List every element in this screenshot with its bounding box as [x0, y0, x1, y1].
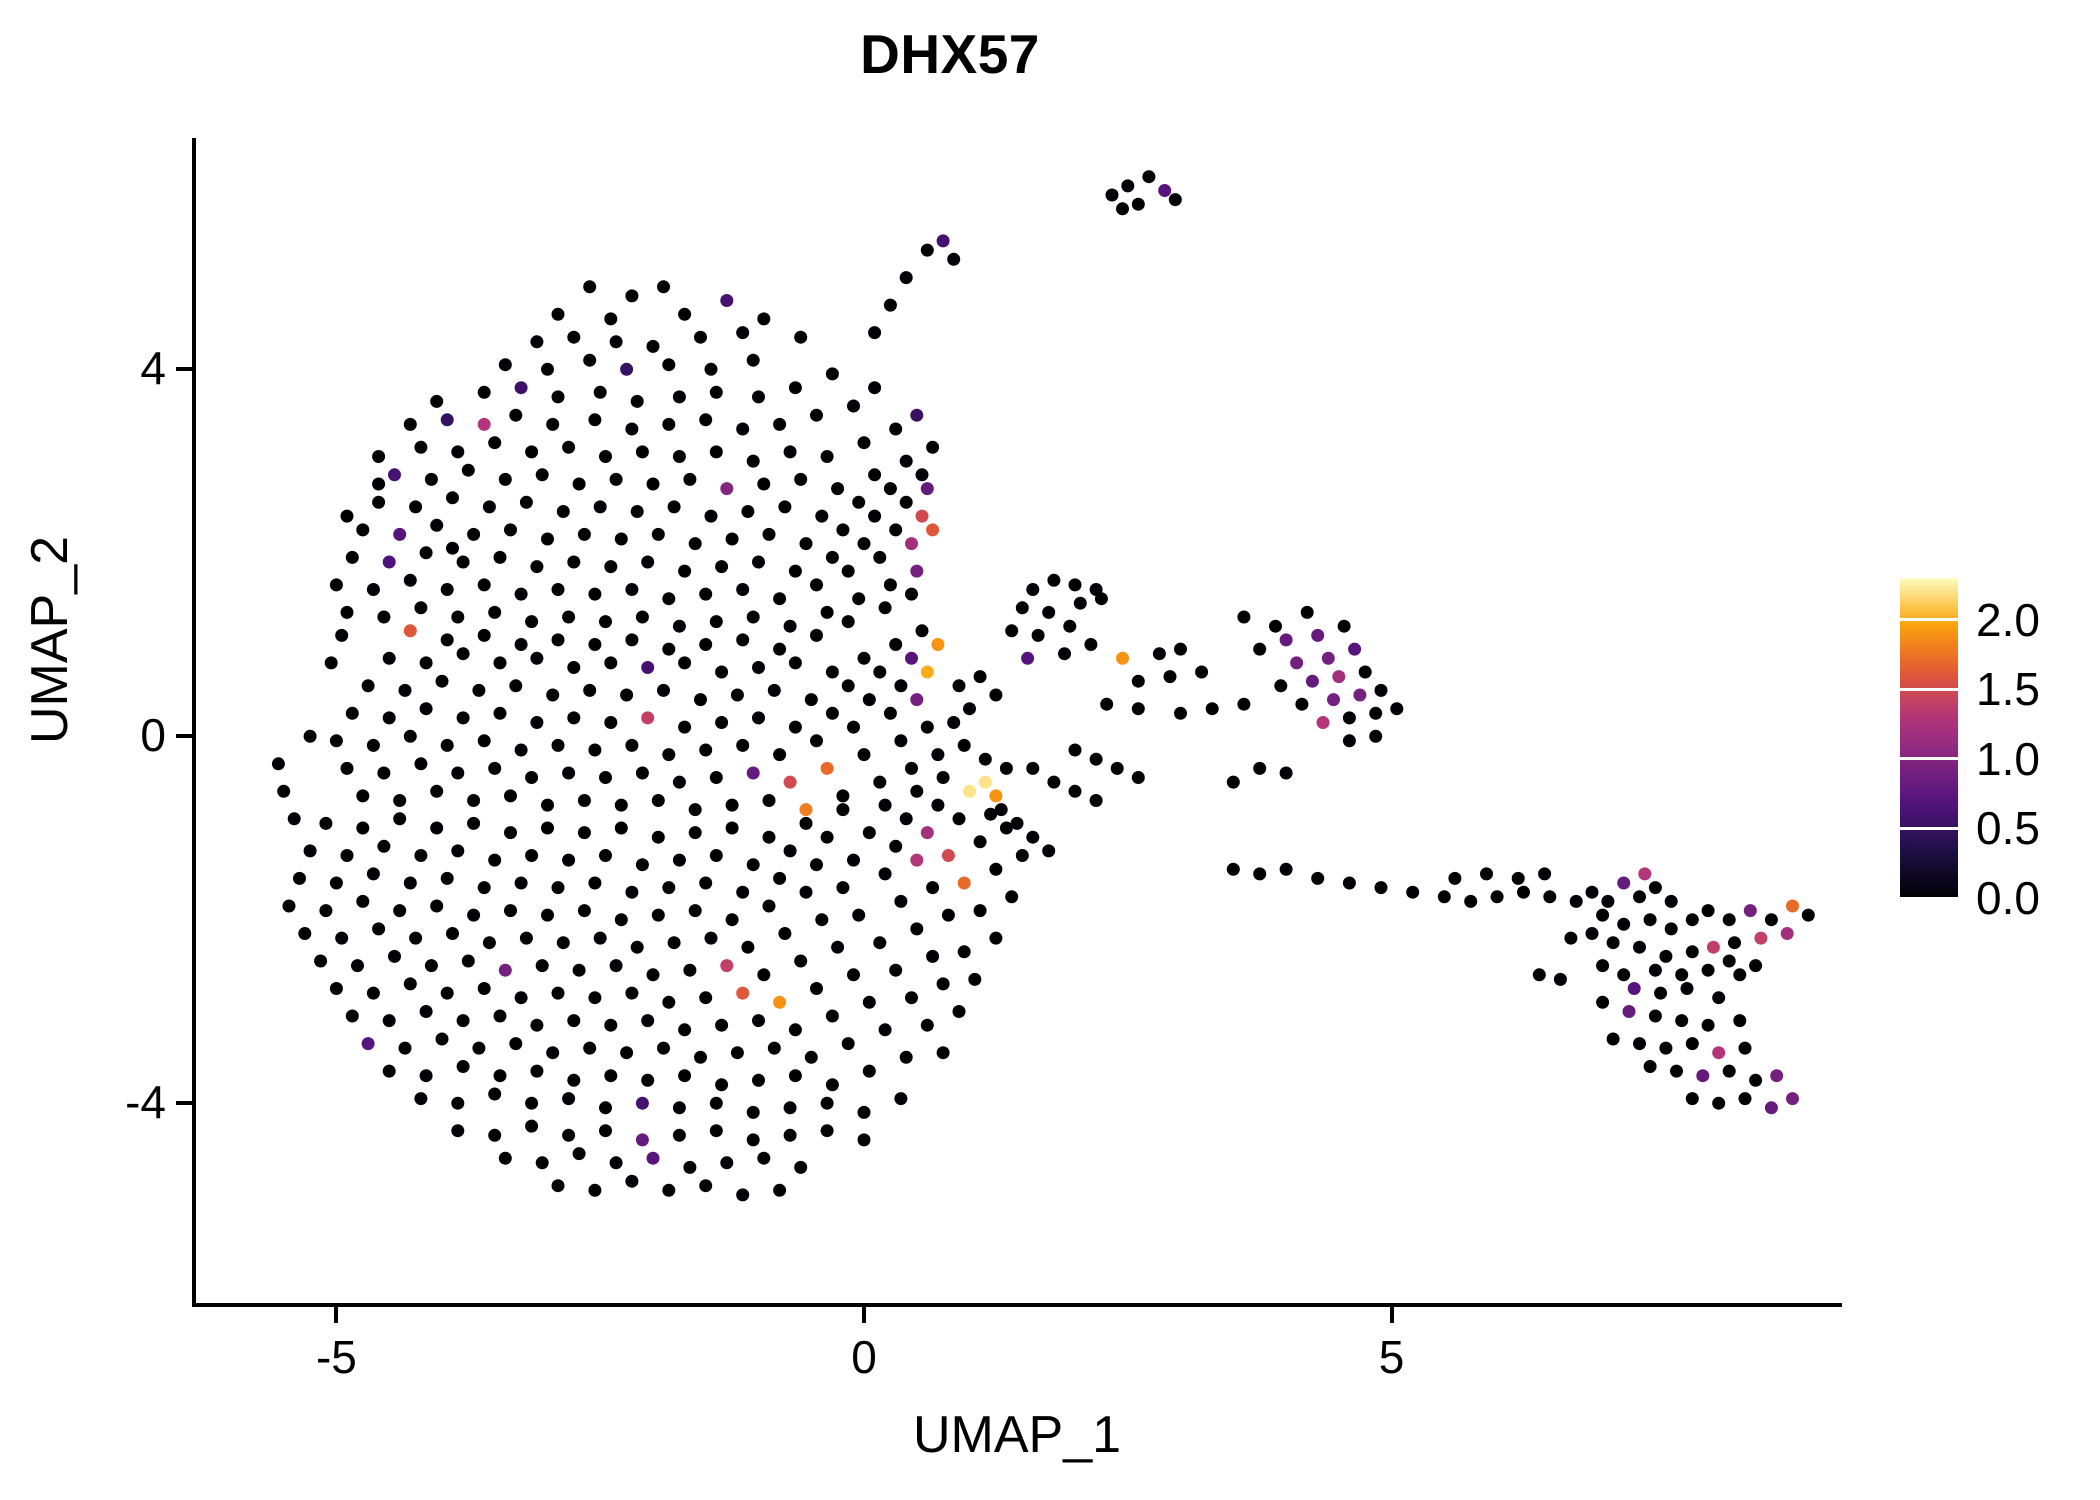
colorbar-tick-label: 1.0: [1976, 732, 2040, 785]
colorbar-tick-label: 2.0: [1976, 593, 2040, 646]
y-axis-line: [192, 138, 196, 1307]
colorbar-tick-label: 1.5: [1976, 663, 2040, 716]
x-tick-mark: [862, 1307, 866, 1323]
x-tick-mark: [334, 1307, 339, 1323]
colorbar-gradient: [1900, 578, 1958, 898]
page-title: DHX57: [860, 23, 1040, 85]
colorbar-tick-mark: [1900, 757, 1958, 761]
x-tick-mark: [1389, 1307, 1394, 1323]
colorbar-tick-mark: [1900, 896, 1958, 900]
scatter-plot-panel: [194, 140, 1840, 1305]
y-tick-mark: [176, 367, 192, 372]
x-tick-label: -5: [315, 1331, 357, 1383]
colorbar-tick-mark: [1900, 618, 1958, 622]
x-tick-label: 0: [851, 1331, 877, 1383]
colorbar-tick-label: 0.0: [1976, 872, 2040, 924]
y-tick-mark: [176, 734, 192, 739]
y-tick-mark: [176, 1101, 192, 1106]
x-tick-label: 5: [1378, 1331, 1405, 1383]
y-tick-label: -4: [125, 1076, 166, 1129]
colorbar-legend: 0.0 0.5 1.0 1.5 2.0: [1900, 578, 2080, 924]
x-axis-line: [192, 1303, 1842, 1307]
y-tick-label: 4: [140, 342, 166, 395]
colorbar-tick-mark: [1900, 687, 1958, 691]
y-axis-title: UMAP_2: [21, 535, 79, 745]
x-axis-title: UMAP_1: [912, 1406, 1122, 1464]
colorbar-tick-label: 0.5: [1976, 802, 2040, 855]
y-tick-label: 0: [140, 709, 166, 762]
scatter-points-layer: [271, 170, 1815, 1202]
colorbar-tick-mark: [1900, 826, 1958, 830]
